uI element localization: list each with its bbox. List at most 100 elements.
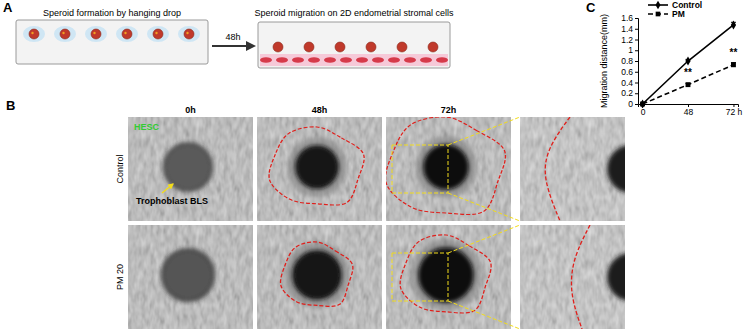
marker xyxy=(640,99,645,108)
stromal-cell xyxy=(308,57,320,63)
figure-svg: ASperoid formation by hanging drop48hSpe… xyxy=(0,0,746,333)
series-line xyxy=(643,25,734,104)
legend-marker xyxy=(656,12,661,17)
zoom-line xyxy=(448,193,520,221)
y-tick: 1.6 xyxy=(621,13,638,23)
y-tick-mark xyxy=(635,93,638,94)
x-tick: 48 xyxy=(684,104,694,117)
plate-box xyxy=(16,20,208,64)
y-tick: 1.2 xyxy=(621,35,638,45)
y-tick-mark xyxy=(635,61,638,62)
y-tick-label: 0 xyxy=(628,99,633,109)
column-header: 0h xyxy=(185,105,196,115)
micrograph-base xyxy=(386,117,511,221)
stromal-cell xyxy=(404,57,416,63)
step-label: Speroid migration on 2D endometrial stro… xyxy=(254,8,454,18)
figure: ASperoid formation by hanging drop48hSpe… xyxy=(0,0,746,333)
spheroid xyxy=(296,146,338,188)
hanging-drop xyxy=(178,26,200,42)
migration-halo xyxy=(410,239,482,311)
y-tick: 0.2 xyxy=(621,88,638,98)
stromal-cell xyxy=(372,57,384,63)
panel-label: B xyxy=(6,98,15,113)
background xyxy=(0,0,746,333)
spheroid xyxy=(164,143,212,191)
marker xyxy=(731,62,736,67)
stromal-cell xyxy=(340,57,352,63)
row-label: Control xyxy=(115,154,125,183)
spheroid-icon xyxy=(366,42,376,52)
stromal-cell xyxy=(292,57,304,63)
spheroid-icon xyxy=(428,42,438,52)
spheroid-icon xyxy=(60,29,70,39)
row-label: PM 20 xyxy=(115,264,125,290)
migration-outline xyxy=(386,117,505,215)
panel-label: A xyxy=(3,0,13,15)
y-tick-label: 0.2 xyxy=(621,88,633,98)
micrograph xyxy=(520,117,625,221)
y-tick-mark xyxy=(635,104,638,105)
spheroid-dot xyxy=(62,32,64,34)
micrograph xyxy=(128,117,253,221)
spheroid xyxy=(419,248,473,302)
migration-outline xyxy=(281,242,353,306)
y-tick: 0.6 xyxy=(621,67,638,77)
spheroid-dot xyxy=(31,32,33,34)
migration-outline xyxy=(545,117,570,221)
x-tick-label: 0 xyxy=(641,107,646,117)
panel-label: C xyxy=(586,0,596,15)
y-tick: 0.4 xyxy=(621,78,638,88)
zoom-line xyxy=(448,225,520,253)
spheroid-dot xyxy=(93,32,95,34)
migration-outline xyxy=(269,127,364,205)
marker xyxy=(686,82,691,87)
y-tick: 0 xyxy=(628,99,638,109)
micrograph-base xyxy=(257,117,382,221)
legend: ControlPM xyxy=(648,0,702,19)
hanging-drop xyxy=(85,26,107,42)
micrograph xyxy=(386,117,511,221)
migration-outline xyxy=(571,225,590,329)
y-tick-label: 1 xyxy=(628,45,633,55)
y-tick-mark xyxy=(635,18,638,19)
micrograph xyxy=(520,225,625,329)
spheroid-label: Trophoblast BLS xyxy=(136,196,208,206)
zoom-box xyxy=(392,253,448,301)
spheroid-icon xyxy=(184,29,194,39)
micrograph xyxy=(386,225,511,329)
micrograph-base xyxy=(128,225,253,329)
arrow xyxy=(212,45,254,47)
stromal-layer xyxy=(260,54,448,66)
spheroid-icon xyxy=(29,29,39,39)
spheroid xyxy=(607,145,625,193)
spheroid-icon xyxy=(122,29,132,39)
stromal-cell xyxy=(324,57,336,63)
y-axis-line xyxy=(635,19,639,105)
spheroid-icon xyxy=(153,29,163,39)
y-tick-label: 0.8 xyxy=(621,56,633,66)
micrograph-base xyxy=(257,225,382,329)
annotation: ** xyxy=(684,67,692,78)
hanging-drop xyxy=(23,26,45,42)
y-axis: 00.20.40.60.811.21.41.6 xyxy=(621,13,638,109)
micrograph-texture xyxy=(257,117,382,221)
micrograph-texture xyxy=(128,225,253,329)
marker xyxy=(731,20,736,29)
panel-c: C00.20.40.60.811.21.41.604872 hMigration… xyxy=(586,0,742,117)
spheroid-dot xyxy=(124,32,126,34)
x-axis: 0 48 72 h xyxy=(639,104,743,117)
marker xyxy=(640,102,645,107)
stromal-cell xyxy=(420,57,432,63)
y-axis-title: Migration distance(mm) xyxy=(599,14,609,108)
y-tick-mark xyxy=(635,50,638,51)
cell-label: HESC xyxy=(134,122,160,132)
spheroid-icon xyxy=(335,42,345,52)
spheroid-icon xyxy=(397,42,407,52)
zoom-line xyxy=(448,117,520,145)
series-line xyxy=(643,65,734,104)
stromal-cell xyxy=(388,57,400,63)
x-tick: 72 h xyxy=(726,104,743,117)
spheroid-dot xyxy=(155,32,157,34)
hanging-drop xyxy=(54,26,76,42)
stromal-cell xyxy=(260,57,272,63)
